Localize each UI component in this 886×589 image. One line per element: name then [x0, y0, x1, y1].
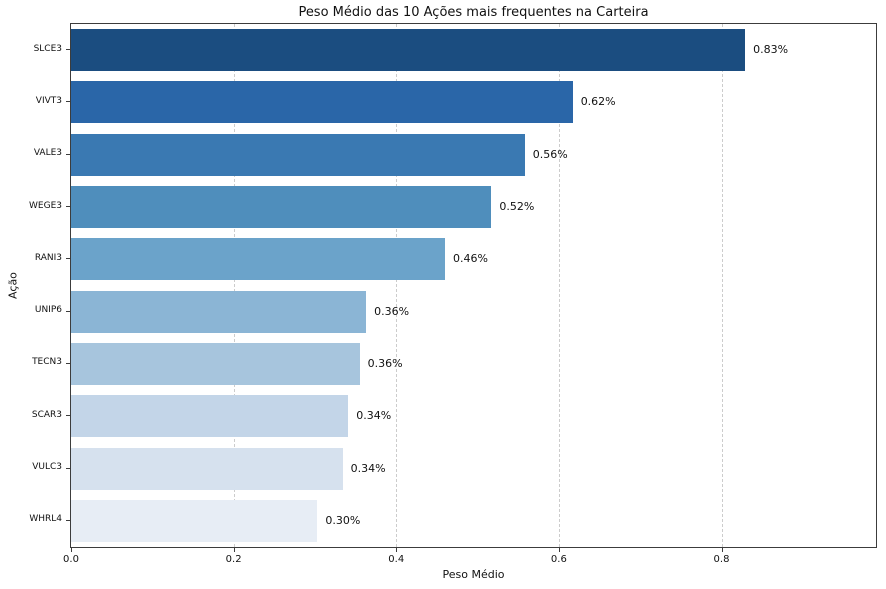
xtick-label-0.0: 0.0: [63, 554, 79, 565]
bar-value-label: 0.62%: [580, 95, 616, 109]
bar-vivt3: [71, 81, 573, 124]
bar-value-label: 0.34%: [350, 461, 386, 475]
y-axis-label: Ação: [6, 272, 20, 299]
bar-value-label: 0.30%: [325, 513, 361, 527]
gridline-x-0.6: [558, 24, 560, 547]
ytick-mark: [66, 310, 70, 312]
ytick-mark: [66, 415, 70, 417]
gridline-x-0.8: [721, 24, 723, 547]
bar-value-label: 0.56%: [532, 147, 568, 161]
chart-title: Peso Médio das 10 Ações mais frequentes …: [298, 5, 649, 20]
xtick-label-0.8: 0.8: [713, 554, 730, 565]
bar-value-label: 0.36%: [367, 356, 403, 370]
gridline-x-0.2: [233, 24, 235, 547]
xtick-mark: [558, 548, 560, 552]
ytick-mark: [66, 362, 70, 364]
bar-vulc3: [71, 447, 343, 490]
xtick-mark: [233, 548, 235, 552]
ytick-mark: [66, 101, 70, 103]
bar-wege3: [71, 186, 492, 229]
ytick-label-rani3: RANI3: [34, 252, 62, 263]
ytick-mark: [66, 153, 70, 155]
ytick-mark: [66, 519, 70, 521]
ytick-mark: [66, 467, 70, 469]
ytick-label-vale3: VALE3: [33, 148, 62, 159]
x-axis-label: Peso Médio: [442, 568, 505, 581]
bar-tecn3: [71, 342, 360, 385]
ytick-label-slce3: SLCE3: [33, 43, 62, 54]
bar-vale3: [71, 133, 525, 176]
ytick-label-unip6: UNIP6: [34, 305, 62, 316]
xtick-mark: [71, 548, 72, 552]
bar-unip6: [71, 290, 367, 333]
ytick-label-whrl4: WHRL4: [29, 514, 62, 525]
ytick-mark: [66, 206, 70, 208]
ytick-label-vulc3: VULC3: [32, 462, 62, 473]
bar-scar3: [71, 395, 349, 438]
xtick-label-0.2: 0.2: [225, 554, 242, 565]
ytick-label-wege3: WEGE3: [29, 200, 62, 211]
xtick-label-0.6: 0.6: [550, 554, 567, 565]
ytick-label-tecn3: TECN3: [32, 357, 62, 368]
bar-rani3: [71, 238, 446, 281]
ytick-mark: [66, 258, 70, 260]
bar-value-label: 0.52%: [499, 200, 535, 214]
bar-value-label: 0.36%: [374, 304, 410, 318]
ytick-mark: [66, 49, 70, 51]
bar-slce3: [71, 29, 746, 72]
bar-value-label: 0.34%: [356, 409, 392, 423]
xtick-label-0.4: 0.4: [388, 554, 405, 565]
ytick-label-scar3: SCAR3: [31, 409, 62, 420]
bar-value-label: 0.83%: [753, 43, 789, 57]
plot-area: 0.83% 0.62% 0.56% 0.52% 0.46% 0.36% 0.36% 0.34%…: [70, 23, 877, 548]
xtick-mark: [396, 548, 398, 552]
bar-whrl4: [71, 499, 318, 542]
gridline-x-0.4: [396, 24, 398, 547]
ytick-label-vivt3: VIVT3: [35, 95, 62, 106]
bar-value-label: 0.46%: [453, 252, 488, 266]
xtick-mark: [721, 548, 723, 552]
